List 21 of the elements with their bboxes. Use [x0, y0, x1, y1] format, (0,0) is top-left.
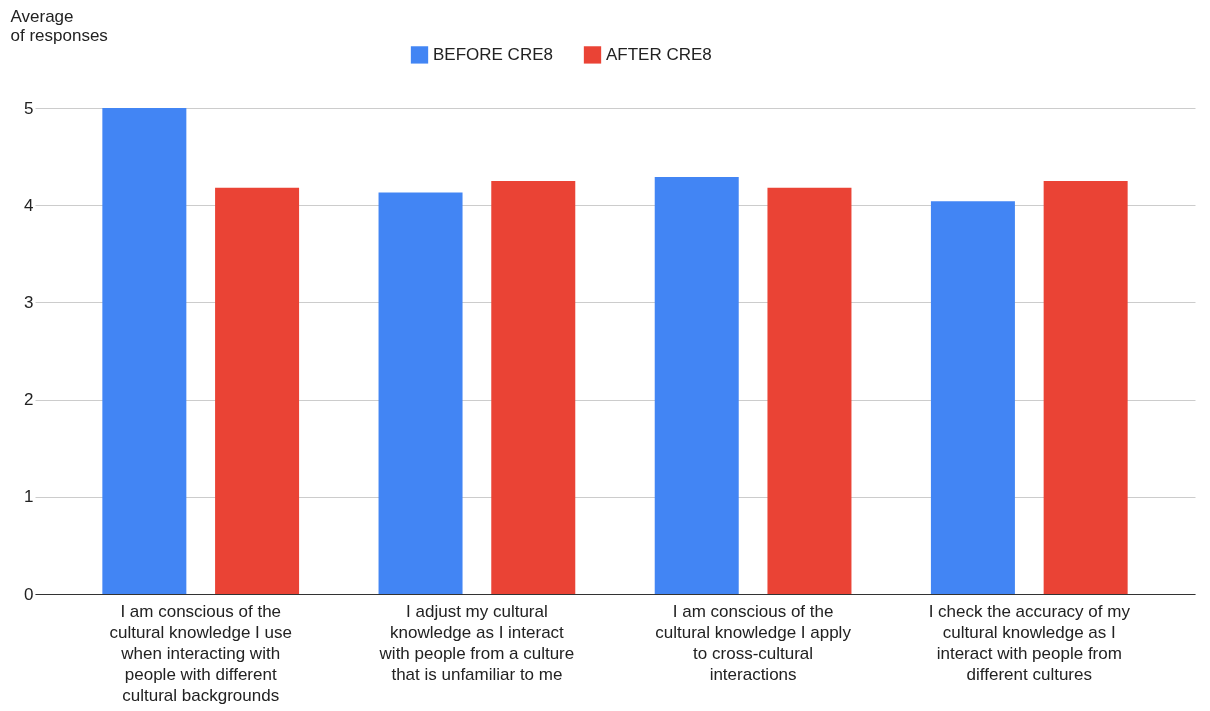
y-tick-label: 2 [24, 390, 34, 410]
bar [654, 177, 739, 594]
bar [930, 201, 1015, 594]
bar [102, 108, 187, 594]
y-tick-label: 0 [24, 584, 34, 604]
bar [378, 192, 463, 594]
x-tick-label: I am conscious of the cultural knowledge I use when interacting with people with different cultural backgrounds [109, 602, 292, 705]
y-tick-label: 5 [24, 98, 34, 118]
bar [767, 187, 852, 594]
x-tick-label: I am conscious of the cultural knowledge I apply to cross-cultural interactions [655, 602, 852, 684]
y-tick-label: 4 [24, 195, 34, 215]
x-tick-label: I check the accuracy of my cultural knowledge as I interact with people from different cultures [928, 602, 1131, 684]
legend-label: AFTER CRE8 [606, 44, 712, 64]
bar [1043, 180, 1128, 594]
bar [215, 187, 300, 594]
x-tick-label: I adjust my cultural knowledge as I interact with people from a culture that is unfamiliar to me [378, 602, 575, 684]
y-tick-label: 3 [24, 292, 34, 312]
y-tick-label: 1 [24, 487, 34, 507]
bar [491, 180, 576, 594]
legend-label: BEFORE CRE8 [433, 44, 553, 64]
y-axis-title: Average of responses [10, 6, 108, 45]
